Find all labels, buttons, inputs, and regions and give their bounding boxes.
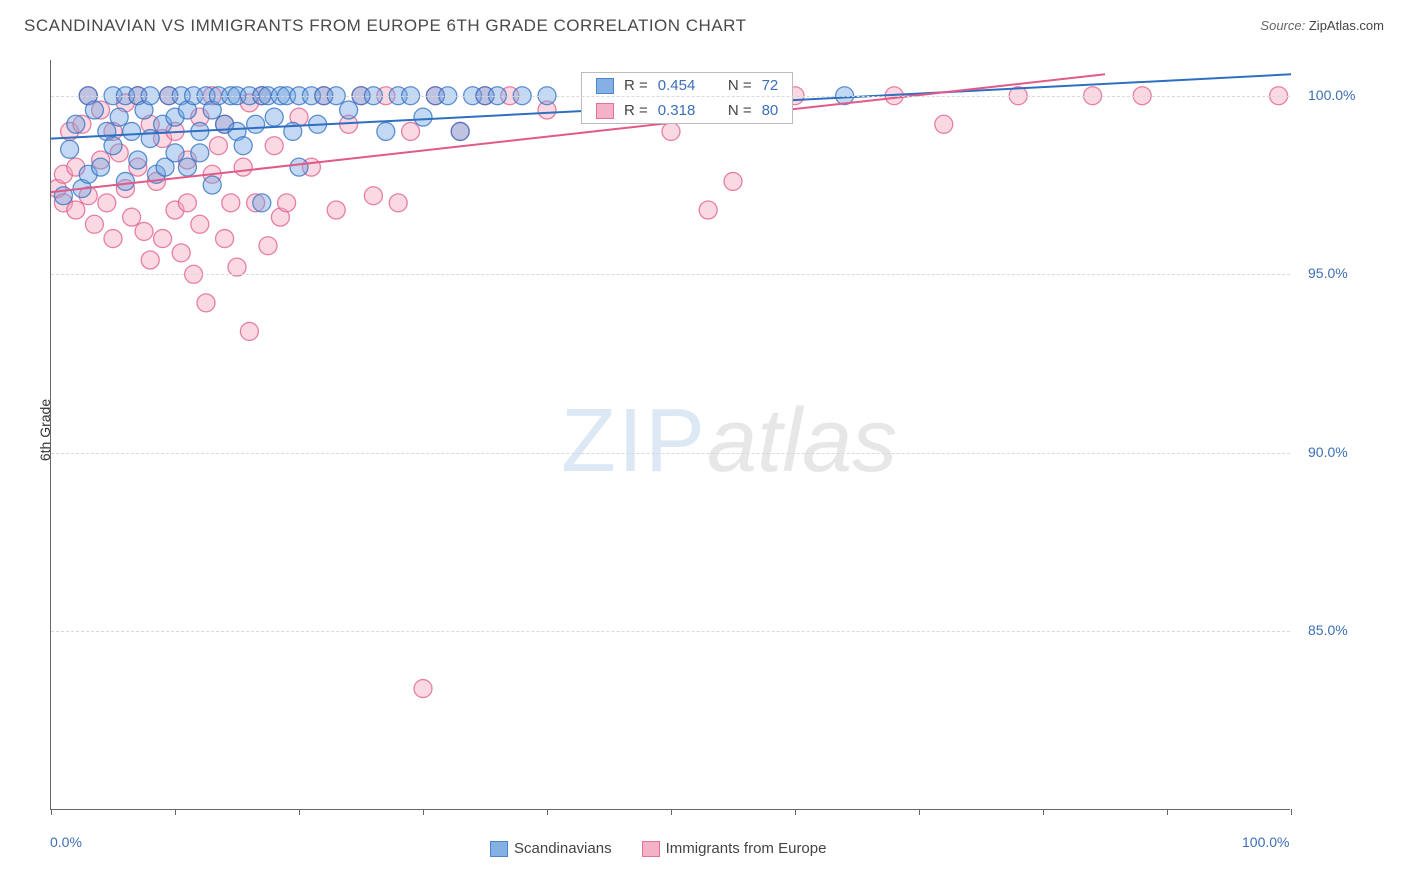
- x-tick: [1291, 809, 1292, 815]
- x-tick: [51, 809, 52, 815]
- legend-r-label: R =: [624, 77, 648, 94]
- source-label: Source:: [1260, 18, 1305, 33]
- series-legend: Scandinavians Immigrants from Europe: [490, 840, 826, 857]
- y-tick-label: 85.0%: [1308, 622, 1348, 638]
- legend-item: Immigrants from Europe: [642, 840, 827, 857]
- y-tick-label: 100.0%: [1308, 87, 1355, 103]
- legend-row: R = 0.454 N = 72: [582, 73, 792, 98]
- scatter-point: [203, 176, 221, 194]
- scatter-point: [178, 194, 196, 212]
- scatter-point: [265, 108, 283, 126]
- x-tick: [175, 809, 176, 815]
- scatter-point: [377, 122, 395, 140]
- scatter-point: [197, 294, 215, 312]
- scatter-point: [123, 208, 141, 226]
- scatter-point: [340, 101, 358, 119]
- x-tick: [671, 809, 672, 815]
- source-attribution: Source: ZipAtlas.com: [1260, 18, 1384, 33]
- legend-item: Scandinavians: [490, 840, 612, 857]
- scatter-point: [154, 230, 172, 248]
- x-tick: [423, 809, 424, 815]
- scatter-point: [67, 201, 85, 219]
- scatter-point: [451, 122, 469, 140]
- y-tick-label: 95.0%: [1308, 265, 1348, 281]
- legend-n-label: N =: [728, 77, 752, 94]
- scatter-point: [104, 230, 122, 248]
- x-tick: [1167, 809, 1168, 815]
- scatter-point: [67, 115, 85, 133]
- scatter-point: [364, 187, 382, 205]
- scatter-point: [166, 144, 184, 162]
- x-tick-label: 0.0%: [50, 834, 82, 850]
- legend-swatch: [596, 78, 614, 94]
- legend-swatch: [596, 103, 614, 119]
- scatter-point: [240, 322, 258, 340]
- scatter-point: [116, 172, 134, 190]
- scatter-point: [265, 137, 283, 155]
- scatter-point: [253, 194, 271, 212]
- chart-svg: [51, 60, 1291, 810]
- scatter-point: [222, 194, 240, 212]
- scatter-point: [216, 230, 234, 248]
- scatter-point: [259, 237, 277, 255]
- scatter-point: [178, 158, 196, 176]
- legend-r-label: R =: [624, 102, 648, 119]
- gridline: [51, 96, 1290, 97]
- x-tick: [299, 809, 300, 815]
- source-value: ZipAtlas.com: [1309, 18, 1384, 33]
- legend-swatch: [490, 841, 508, 857]
- scatter-point: [85, 101, 103, 119]
- scatter-point: [327, 201, 345, 219]
- scatter-point: [234, 137, 252, 155]
- y-tick-label: 90.0%: [1308, 444, 1348, 460]
- scatter-point: [172, 244, 190, 262]
- legend-r-value: 0.454: [658, 77, 696, 94]
- x-tick: [1043, 809, 1044, 815]
- chart-title: SCANDINAVIAN VS IMMIGRANTS FROM EUROPE 6…: [24, 16, 747, 36]
- x-tick: [919, 809, 920, 815]
- scatter-point: [191, 215, 209, 233]
- scatter-point: [61, 140, 79, 158]
- scatter-point: [699, 201, 717, 219]
- scatter-point: [135, 222, 153, 240]
- gridline: [51, 274, 1290, 275]
- legend-n-label: N =: [728, 102, 752, 119]
- scatter-point: [724, 172, 742, 190]
- scatter-point: [129, 151, 147, 169]
- correlation-legend: R = 0.454 N = 72R = 0.318 N = 80: [581, 72, 793, 124]
- scatter-point: [414, 680, 432, 698]
- scatter-point: [278, 194, 296, 212]
- legend-r-value: 0.318: [658, 102, 696, 119]
- legend-n-value: 72: [762, 77, 779, 94]
- scatter-point: [402, 122, 420, 140]
- scatter-point: [247, 115, 265, 133]
- scatter-point: [104, 137, 122, 155]
- legend-label: Scandinavians: [514, 840, 612, 857]
- x-tick-label: 100.0%: [1242, 834, 1289, 850]
- scatter-point: [110, 108, 128, 126]
- x-tick: [547, 809, 548, 815]
- legend-swatch: [642, 841, 660, 857]
- scatter-point: [123, 122, 141, 140]
- scatter-point: [389, 194, 407, 212]
- legend-row: R = 0.318 N = 80: [582, 98, 792, 123]
- chart-plot-area: ZIPatlas R = 0.454 N = 72R = 0.318 N = 8…: [50, 60, 1290, 810]
- scatter-point: [98, 194, 116, 212]
- scatter-point: [234, 158, 252, 176]
- scatter-point: [92, 158, 110, 176]
- legend-label: Immigrants from Europe: [666, 840, 827, 857]
- gridline: [51, 631, 1290, 632]
- scatter-point: [414, 108, 432, 126]
- scatter-point: [209, 137, 227, 155]
- legend-n-value: 80: [762, 102, 779, 119]
- scatter-point: [141, 251, 159, 269]
- gridline: [51, 453, 1290, 454]
- scatter-point: [662, 122, 680, 140]
- scatter-point: [290, 158, 308, 176]
- x-tick: [795, 809, 796, 815]
- scatter-point: [935, 115, 953, 133]
- scatter-point: [191, 144, 209, 162]
- scatter-point: [85, 215, 103, 233]
